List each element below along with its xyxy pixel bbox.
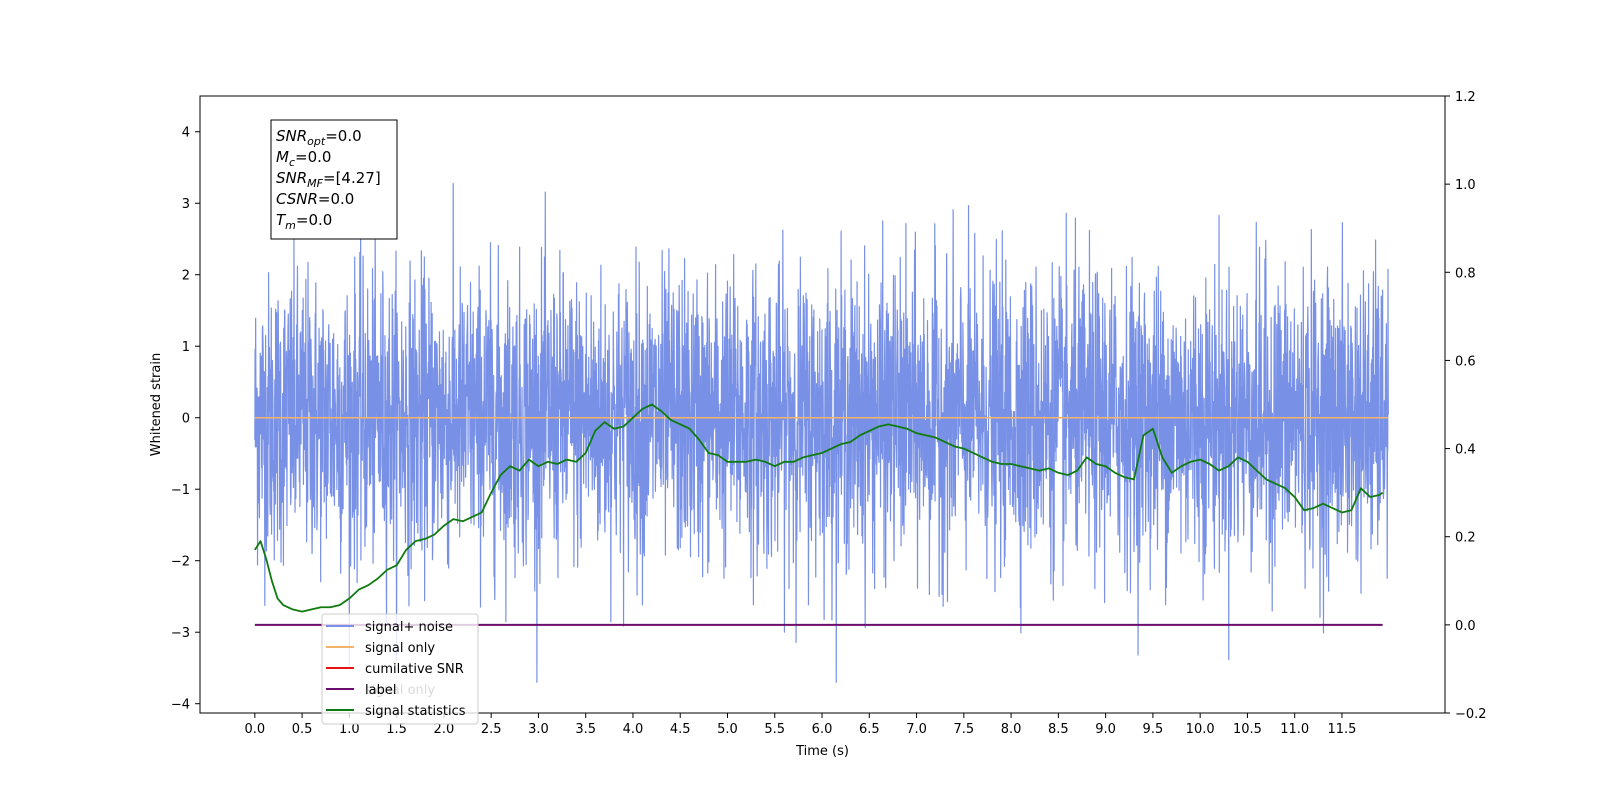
y2-tick-label: 0.0 — [1455, 619, 1476, 634]
x-tick-label: 7.5 — [953, 722, 974, 737]
x-tick-label: 4.0 — [623, 722, 644, 737]
x-tick-label: 6.5 — [859, 722, 880, 737]
x-tick-label: 4.5 — [670, 722, 691, 737]
x-tick-label: 11.0 — [1280, 722, 1309, 737]
legend-label: signal statistics — [365, 704, 466, 719]
y2-tick-label: 1.0 — [1455, 178, 1476, 193]
y-tick-label: 0 — [182, 412, 190, 427]
y2-tick-label: −0.2 — [1455, 707, 1487, 722]
x-tick-label: 7.0 — [906, 722, 927, 737]
legend-label: cumilative SNR — [365, 662, 464, 677]
x-axis: 0.0 0.5 1.0 1.5 2.0 2.5 3.0 3.5 4.0 4.5 5.0 5.5 6.0 6… — [244, 713, 1356, 737]
y-tick-label: −4 — [171, 698, 190, 713]
legend-label: signal+ noise — [365, 620, 453, 635]
y2-tick-label: 0.2 — [1455, 531, 1476, 546]
x-tick-label: 9.0 — [1095, 722, 1116, 737]
y2-tick-label: 0.4 — [1455, 443, 1476, 458]
y-axis-title: Whitened strain — [149, 353, 164, 456]
y-axis: 4 3 2 1 0 −1 −2 −3 −4 — [171, 126, 200, 713]
annotation-line: SNRopt=0.0 — [276, 127, 362, 148]
annotation-frame — [270, 119, 398, 240]
x-tick-label: 8.5 — [1048, 722, 1069, 737]
x-tick-label: 3.5 — [575, 722, 596, 737]
legend-label: signal only — [365, 641, 435, 656]
y-tick-label: 1 — [182, 340, 190, 355]
x-tick-label: 9.5 — [1143, 722, 1164, 737]
x-tick-label: 1.5 — [386, 722, 407, 737]
legend-frame — [321, 613, 479, 725]
x-tick-label: 11.5 — [1327, 722, 1356, 737]
x-tick-label: 2.0 — [434, 722, 455, 737]
y-tick-label: 4 — [182, 126, 190, 141]
signal-statistics-line — [254, 403, 1384, 613]
y2-tick-label: 0.8 — [1455, 266, 1476, 281]
annotation-line: Tm=0.0 — [276, 211, 332, 232]
legend: signal+ noise signal only cumilative SNR la… — [321, 613, 479, 725]
y-tick-label: −3 — [171, 626, 190, 641]
x-tick-label: 5.0 — [717, 722, 738, 737]
y-tick-label: 3 — [182, 197, 190, 212]
signal-noise-line — [254, 182, 1389, 683]
x-tick-label: 6.0 — [812, 722, 833, 737]
annotation-line: SNRMF=[4.27] — [276, 169, 381, 190]
annotation-line: CSNR=0.0 — [276, 190, 354, 208]
x-tick-label: 8.0 — [1001, 722, 1022, 737]
y2-tick-label: 0.6 — [1455, 354, 1476, 369]
x-tick-label: 5.5 — [764, 722, 785, 737]
x-axis-title: Time (s) — [795, 744, 849, 759]
y-tick-label: −1 — [171, 483, 190, 498]
x-tick-label: 10.0 — [1186, 722, 1215, 737]
x-tick-label: 0.0 — [244, 722, 265, 737]
x-tick-label: 3.0 — [528, 722, 549, 737]
annotation-line: Mc=0.0 — [276, 148, 331, 169]
noise-series — [254, 182, 1389, 683]
x-tick-label: 1.0 — [339, 722, 360, 737]
x-tick-label: 0.5 — [292, 722, 313, 737]
y2-tick-label: 1.2 — [1455, 90, 1476, 105]
x-tick-label: 10.5 — [1233, 722, 1262, 737]
y-tick-label: 2 — [182, 269, 190, 284]
x-tick-label: 2.5 — [481, 722, 502, 737]
legend-ghost-label: signal only — [365, 683, 435, 698]
y2-axis: 1.2 1.0 0.8 0.6 0.4 0.2 0.0 −0.2 — [1445, 90, 1487, 722]
legend-label: label — [365, 683, 396, 698]
y-tick-label: −2 — [171, 555, 190, 570]
